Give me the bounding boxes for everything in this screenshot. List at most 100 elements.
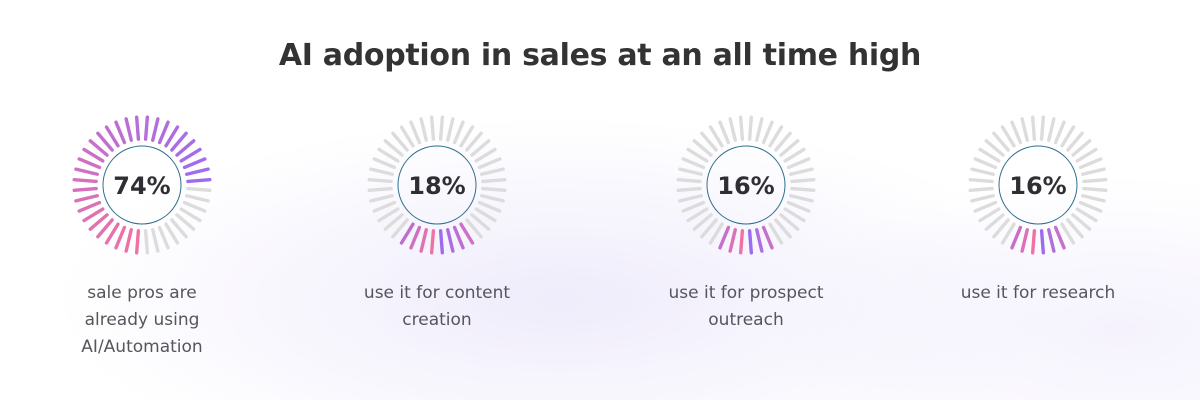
progress-segment-empty [789,194,814,203]
progress-segment-empty [480,167,505,176]
progress-segment-empty [1071,213,1092,231]
progress-segment-filled [452,225,465,250]
progress-segment-empty [185,194,210,203]
progress-segment-empty [755,117,764,142]
progress-segment-empty [470,139,491,157]
progress-segment-empty [474,207,497,223]
progress-segment-empty [970,167,995,176]
progress-segment-empty [700,218,718,239]
progress-segment-empty [372,200,397,213]
progress-segment-empty [692,213,713,231]
progress-segment-empty [1081,194,1106,203]
progress-segment-empty [747,115,754,141]
progress-segment-empty [377,147,400,163]
progress-segment-filled [114,120,127,145]
progress-segment-filled [74,194,99,203]
progress-segment-empty [182,200,207,213]
progress-segment-empty [474,147,497,163]
progress-segment-filled [761,225,774,250]
progress-segment-empty [1082,177,1108,184]
caption: use it for research [960,283,1116,303]
progress-segment-filled [175,139,196,157]
progress-segment-empty [1075,207,1098,223]
progress-segment-empty [678,167,703,176]
progress-segment-empty [465,131,483,152]
progress-segment-empty [383,139,404,157]
progress-segment-filled [104,125,120,148]
progress-segment-empty [459,125,475,148]
progress-segment-empty [170,218,188,239]
progress-segment-empty [973,157,998,170]
stat-research: 16% use it for research [908,0,1168,400]
progress-segment-empty [790,186,816,193]
progress-segment-empty [409,120,422,145]
progress-segment-filled [1030,229,1037,255]
caption: use it for prospect outreach [668,283,824,330]
progress-segment-empty [676,186,702,193]
progress-segment-empty [481,186,507,193]
progress-segment-empty [1078,200,1103,213]
progress-segment-empty [968,186,994,193]
progress-segment-empty [968,177,994,184]
progress-segment-empty [1000,222,1016,245]
progress-segment-filled [728,228,737,253]
progress-segment-empty [973,200,998,213]
progress-segment-empty [164,222,180,245]
progress-segment-filled [1010,225,1023,250]
progress-segment-empty [151,228,160,253]
progress-segment-empty [465,218,483,239]
progress-segment-empty [738,115,745,141]
progress-segment-empty [429,115,436,141]
progress-segment-filled [124,228,133,253]
progress-segment-empty [768,222,784,245]
progress-segment-filled [88,213,109,231]
progress-segment-empty [369,167,394,176]
ring-ticks [676,115,816,255]
progress-segment-empty [1081,167,1106,176]
progress-segment-filled [179,147,202,163]
progress-segment-empty [480,194,505,203]
progress-segment-empty [774,131,792,152]
progress-segment-filled [74,167,99,176]
ring-ticks [72,115,212,255]
percent-label: 74% [113,172,170,200]
progress-segment-empty [1010,120,1023,145]
progress-ring: 16% [676,115,816,255]
progress-segment-empty [1082,186,1108,193]
progress-segment-empty [1060,222,1076,245]
progress-segment-empty [1053,120,1066,145]
percent-label: 16% [717,172,774,200]
progress-segment-empty [179,207,202,223]
progress-segment-empty [700,131,718,152]
progress-segment-empty [438,115,445,141]
progress-segment-empty [1000,125,1016,148]
progress-segment-empty [369,194,394,203]
progress-segment-filled [143,115,150,141]
progress-segment-empty [367,186,393,193]
progress-segment-filled [134,115,141,141]
progress-segment-filled [96,218,114,239]
progress-segment-filled [419,228,428,253]
progress-segment-empty [970,194,995,203]
progress-segment-filled [1039,229,1046,255]
caption: sale pros are already using AI/Automatio… [81,283,203,357]
progress-segment-empty [779,139,800,157]
progress-segment-empty [708,125,724,148]
progress-segment-empty [779,213,800,231]
progress-segment-empty [446,117,455,142]
progress-segment-filled [718,225,731,250]
progress-segment-filled [104,222,120,245]
progress-segment-empty [786,200,811,213]
progress-segment-filled [1053,225,1066,250]
progress-ring: 16% [968,115,1108,255]
progress-segment-empty [1066,131,1084,152]
progress-segment-empty [681,157,706,170]
progress-segment-empty [992,218,1010,239]
inner-ring [397,145,477,225]
progress-segment-empty [676,177,702,184]
progress-segment-filled [72,177,98,184]
inner-ring [998,145,1078,225]
progress-segment-empty [372,157,397,170]
progress-segment-empty [367,177,393,184]
progress-segment-empty [978,207,1001,223]
